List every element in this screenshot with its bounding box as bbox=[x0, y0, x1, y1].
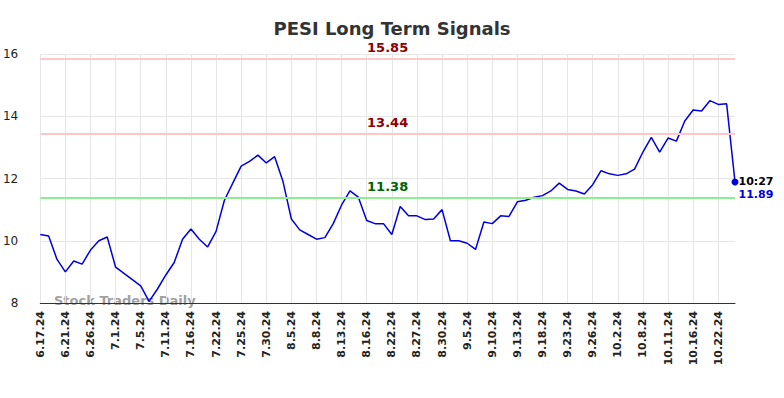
svg-text:9.26.24: 9.26.24 bbox=[586, 311, 599, 358]
svg-text:Stock Traders Daily: Stock Traders Daily bbox=[54, 293, 196, 308]
svg-text:6.17.24: 6.17.24 bbox=[34, 311, 47, 358]
svg-text:9.13.24: 9.13.24 bbox=[511, 311, 524, 358]
svg-text:8.22.24: 8.22.24 bbox=[385, 311, 398, 358]
svg-text:7.1.24: 7.1.24 bbox=[109, 311, 122, 350]
svg-text:7.22.24: 7.22.24 bbox=[210, 311, 223, 358]
svg-text:9.18.24: 9.18.24 bbox=[536, 311, 549, 358]
svg-text:10:27: 10:27 bbox=[739, 175, 774, 188]
svg-text:10.8.24: 10.8.24 bbox=[636, 311, 649, 358]
svg-text:9.10.24: 9.10.24 bbox=[486, 311, 499, 358]
svg-text:7.16.24: 7.16.24 bbox=[184, 311, 197, 358]
svg-text:9.23.24: 9.23.24 bbox=[561, 311, 574, 358]
svg-text:10.11.24: 10.11.24 bbox=[662, 311, 675, 366]
svg-text:8.8.24: 8.8.24 bbox=[310, 311, 323, 350]
svg-text:14: 14 bbox=[3, 109, 18, 123]
svg-text:10: 10 bbox=[3, 234, 18, 248]
svg-text:11.89: 11.89 bbox=[739, 188, 774, 201]
svg-text:12: 12 bbox=[3, 172, 18, 186]
svg-text:8.27.24: 8.27.24 bbox=[410, 311, 423, 358]
svg-text:8: 8 bbox=[11, 296, 19, 310]
svg-text:8.30.24: 8.30.24 bbox=[436, 311, 449, 358]
svg-text:10.22.24: 10.22.24 bbox=[712, 311, 725, 366]
svg-text:7.11.24: 7.11.24 bbox=[159, 311, 172, 358]
svg-text:7.30.24: 7.30.24 bbox=[260, 311, 273, 358]
svg-text:7.25.24: 7.25.24 bbox=[235, 311, 248, 358]
svg-text:PESI Long Term Signals: PESI Long Term Signals bbox=[273, 18, 510, 39]
svg-text:8.5.24: 8.5.24 bbox=[285, 311, 298, 350]
svg-text:11.38: 11.38 bbox=[367, 179, 408, 194]
svg-text:7.5.24: 7.5.24 bbox=[134, 311, 147, 350]
svg-text:10.16.24: 10.16.24 bbox=[687, 311, 700, 366]
svg-text:16: 16 bbox=[3, 47, 18, 61]
svg-text:8.13.24: 8.13.24 bbox=[335, 311, 348, 358]
svg-text:15.85: 15.85 bbox=[367, 40, 408, 55]
svg-text:9.5.24: 9.5.24 bbox=[461, 311, 474, 350]
svg-text:6.21.24: 6.21.24 bbox=[59, 311, 72, 358]
svg-text:8.16.24: 8.16.24 bbox=[360, 311, 373, 358]
svg-text:6.26.24: 6.26.24 bbox=[84, 311, 97, 358]
svg-text:13.44: 13.44 bbox=[367, 115, 408, 130]
svg-text:10.2.24: 10.2.24 bbox=[611, 311, 624, 358]
